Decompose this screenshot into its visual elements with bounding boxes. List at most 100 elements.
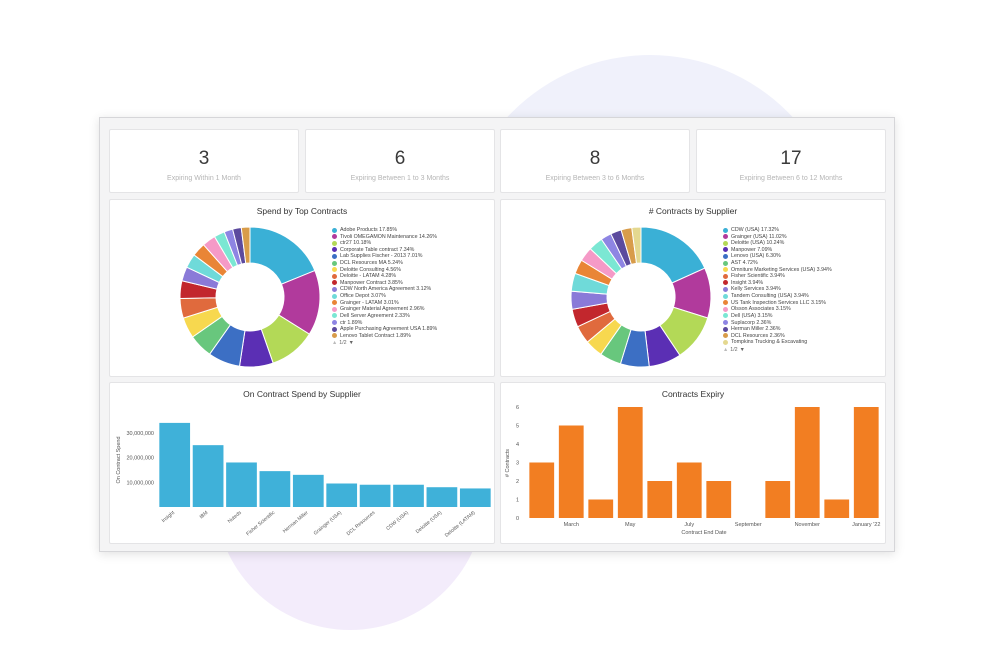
- legend-item[interactable]: Lenovo (USA) 6.30%: [723, 253, 833, 260]
- legend-item[interactable]: Lenovo Tablet Contract 1.89%: [332, 333, 442, 340]
- donut-slice[interactable]: [631, 226, 642, 264]
- legend-label: Herman Miller 2.36%: [731, 326, 781, 333]
- legend-item[interactable]: Manpower Contract 3.85%: [332, 280, 442, 287]
- bar[interactable]: [824, 499, 850, 519]
- pager-down-icon[interactable]: ▼: [348, 340, 354, 347]
- x-tick-label: Deloitte (USA): [415, 510, 444, 535]
- legend-item[interactable]: Fisher Scientific 3.94%: [723, 273, 833, 280]
- legend-swatch: [723, 247, 728, 253]
- legend-label: ctr 1.89%: [340, 319, 363, 326]
- bar[interactable]: [706, 481, 732, 518]
- legend-label: Deloitte - LATAM 4.28%: [340, 273, 397, 280]
- legend-item[interactable]: Grainger - LATAM 3.01%: [332, 300, 442, 307]
- legend-item[interactable]: Tivoli OMEGAMON Maintenance 14.26%: [332, 234, 442, 241]
- legend-item[interactable]: Insight 3.94%: [723, 280, 833, 287]
- legend-item[interactable]: ctr27 10.18%: [332, 240, 442, 247]
- legend-swatch: [723, 267, 728, 273]
- bar[interactable]: [647, 481, 673, 518]
- x-tick-label: November: [795, 522, 821, 528]
- legend-item[interactable]: CDW (USA) 17.32%: [723, 227, 833, 234]
- legend-label: Adobe Products 17.85%: [340, 227, 398, 233]
- legend-pager[interactable]: ▲ 1/2 ▼: [332, 340, 442, 347]
- legend-swatch: [723, 234, 728, 240]
- y-tick-label: 6: [516, 405, 519, 411]
- bar[interactable]: [529, 462, 555, 519]
- legend-item[interactable]: AST 4.72%: [723, 260, 833, 267]
- bar[interactable]: [459, 488, 491, 507]
- y-tick-label: 4: [516, 442, 519, 448]
- legend-item[interactable]: Lab Supplies Fischer - 2013 7.01%: [332, 253, 442, 260]
- kpi-card-1-to-3-months[interactable]: 6 Expiring Between 1 to 3 Months: [305, 129, 495, 193]
- legend-item[interactable]: DCL Resources MA 5.24%: [332, 260, 442, 267]
- bar[interactable]: [326, 483, 358, 508]
- bar[interactable]: [292, 474, 324, 507]
- legend-item[interactable]: Manpower 7.09%: [723, 247, 833, 254]
- kpi-value: 6: [394, 148, 406, 169]
- legend-item[interactable]: Kelly Services 3.94%: [723, 286, 833, 293]
- legend-item[interactable]: Dell (USA) 3.15%: [723, 313, 833, 320]
- pager-label: 1/2: [730, 346, 738, 353]
- legend-item[interactable]: DCL Resources 2.36%: [723, 333, 833, 340]
- bar[interactable]: [259, 471, 291, 507]
- bar[interactable]: [794, 407, 820, 518]
- legend-swatch: [723, 306, 728, 312]
- on-contract-spend-panel: On Contract Spend by Supplier 10,000,000…: [109, 382, 495, 544]
- legend-item[interactable]: CDW North America Agreement 3.12%: [332, 286, 442, 293]
- kpi-card-within-1-month[interactable]: 3 Expiring Within 1 Month: [109, 129, 299, 193]
- bar[interactable]: [765, 481, 791, 518]
- legend-item[interactable]: US Tank Inspection Services LLC 3.15%: [723, 300, 833, 307]
- legend-swatch: [332, 267, 337, 273]
- bar[interactable]: [853, 407, 879, 518]
- donut-slice[interactable]: [240, 226, 251, 264]
- legend-item[interactable]: Omniture Marketing Services (USA) 3.94%: [723, 267, 833, 274]
- bar[interactable]: [426, 487, 458, 507]
- legend-item[interactable]: Herman Miller 2.36%: [723, 326, 833, 333]
- legend-swatch: [723, 320, 728, 326]
- bar[interactable]: [192, 445, 224, 507]
- x-tick-label: January '22: [852, 522, 880, 528]
- contracts-donut-chart: [570, 226, 712, 368]
- legend-swatch: [332, 253, 337, 259]
- bar[interactable]: [558, 425, 584, 519]
- legend-pager[interactable]: ▲ 1/2 ▼: [723, 347, 833, 354]
- legend-item[interactable]: Tompkins Trucking & Excavating: [723, 339, 833, 346]
- pager-down-icon[interactable]: ▼: [739, 346, 745, 353]
- legend-swatch: [332, 320, 337, 326]
- legend-swatch: [332, 240, 337, 246]
- legend-item[interactable]: Grainger (USA) 11.02%: [723, 234, 833, 241]
- kpi-card-6-to-12-months[interactable]: 17 Expiring Between 6 to 12 Months: [696, 129, 886, 193]
- legend-item[interactable]: Grainger Material Agreement 2.96%: [332, 306, 442, 313]
- bar[interactable]: [676, 462, 702, 519]
- legend-swatch: [723, 227, 728, 233]
- kpi-card-3-to-6-months[interactable]: 8 Expiring Between 3 to 6 Months: [500, 129, 690, 193]
- legend-item[interactable]: Apple Purchasing Agreement USA 1.89%: [332, 326, 442, 333]
- bar[interactable]: [393, 484, 424, 507]
- dashboard-window: 3 Expiring Within 1 Month 6 Expiring Bet…: [99, 117, 895, 552]
- legend-item[interactable]: Deloitte (USA) 10.24%: [723, 240, 833, 247]
- pager-up-icon[interactable]: ▲: [332, 340, 338, 347]
- bar[interactable]: [226, 462, 257, 507]
- legend-label: Lenovo (USA) 6.30%: [731, 253, 781, 260]
- legend-item[interactable]: Suplacorp 2.36%: [723, 320, 833, 327]
- legend-label: Dell Server Agreement 2.33%: [340, 312, 410, 319]
- legend-item[interactable]: Deloitte Consulting 4.56%: [332, 267, 442, 274]
- legend-item[interactable]: ctr 1.89%: [332, 320, 442, 327]
- kpi-value: 8: [589, 148, 601, 169]
- spend-by-top-contracts-panel: Spend by Top Contracts Adobe Products 17…: [109, 199, 495, 377]
- legend-swatch: [723, 313, 728, 319]
- bar[interactable]: [159, 422, 191, 507]
- pager-up-icon[interactable]: ▲: [723, 346, 729, 353]
- legend-item[interactable]: Tandem Consulting (USA) 3.94%: [723, 293, 833, 300]
- legend-item[interactable]: Adobe Products 17.85%: [332, 227, 442, 234]
- x-tick-label: Insight: [161, 510, 177, 524]
- legend-item[interactable]: Office Depot 3.07%: [332, 293, 442, 300]
- legend-item[interactable]: Olsson Associates 3.15%: [723, 306, 833, 313]
- legend-label: Deloitte Consulting 4.56%: [340, 266, 401, 273]
- legend-item[interactable]: Corporate Table contract 7.34%: [332, 247, 442, 254]
- legend-item[interactable]: Deloitte - LATAM 4.28%: [332, 273, 442, 280]
- bar[interactable]: [617, 407, 643, 518]
- bar[interactable]: [588, 499, 614, 519]
- bar[interactable]: [359, 484, 391, 507]
- kpi-label: Expiring Between 1 to 3 Months: [350, 175, 450, 182]
- legend-item[interactable]: Dell Server Agreement 2.33%: [332, 313, 442, 320]
